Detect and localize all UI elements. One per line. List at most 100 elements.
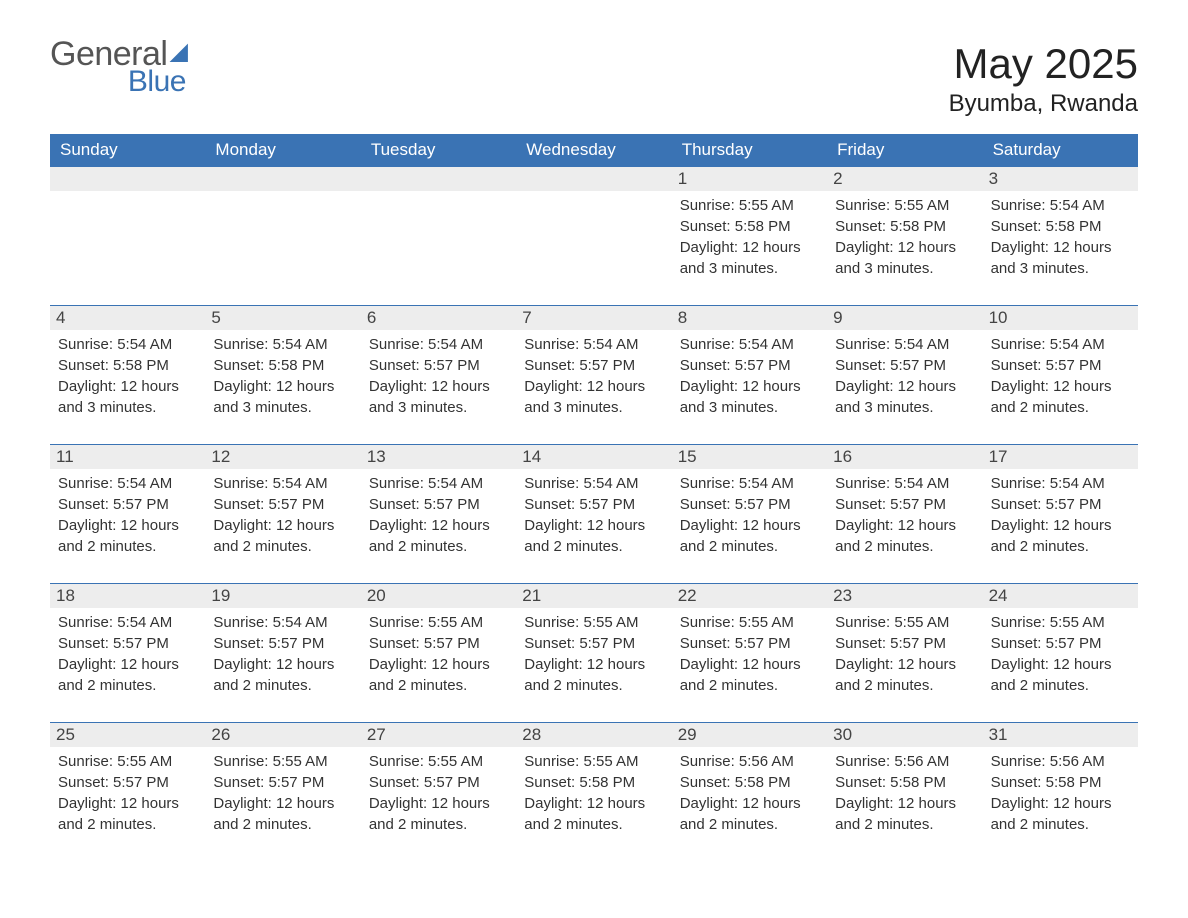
day-cell: 3Sunrise: 5:54 AMSunset: 5:58 PMDaylight… xyxy=(983,166,1138,305)
sunset-line: Sunset: 5:57 PM xyxy=(831,494,978,515)
daylight-line: Daylight: 12 hours and 3 minutes. xyxy=(676,376,823,418)
day-number: 21 xyxy=(516,584,671,608)
daylight-line: Daylight: 12 hours and 2 minutes. xyxy=(676,515,823,557)
day-cell: 6Sunrise: 5:54 AMSunset: 5:57 PMDaylight… xyxy=(361,305,516,444)
daylight-line: Daylight: 12 hours and 2 minutes. xyxy=(365,515,512,557)
day-cell: 7Sunrise: 5:54 AMSunset: 5:57 PMDaylight… xyxy=(516,305,671,444)
day-cell: 5Sunrise: 5:54 AMSunset: 5:58 PMDaylight… xyxy=(205,305,360,444)
sunset-line: Sunset: 5:57 PM xyxy=(520,355,667,376)
sunrise-line: Sunrise: 5:54 AM xyxy=(676,334,823,355)
sunrise-line: Sunrise: 5:54 AM xyxy=(520,473,667,494)
sunset-line: Sunset: 5:57 PM xyxy=(987,494,1134,515)
day-cell: 9Sunrise: 5:54 AMSunset: 5:57 PMDaylight… xyxy=(827,305,982,444)
empty-cell xyxy=(361,166,516,305)
daylight-line: Daylight: 12 hours and 3 minutes. xyxy=(987,237,1134,279)
sunrise-line: Sunrise: 5:54 AM xyxy=(987,334,1134,355)
day-cell: 4Sunrise: 5:54 AMSunset: 5:58 PMDaylight… xyxy=(50,305,205,444)
sunrise-line: Sunrise: 5:54 AM xyxy=(987,473,1134,494)
daylight-line: Daylight: 12 hours and 2 minutes. xyxy=(365,654,512,696)
day-cell: 18Sunrise: 5:54 AMSunset: 5:57 PMDayligh… xyxy=(50,583,205,722)
sunrise-line: Sunrise: 5:54 AM xyxy=(209,473,356,494)
empty-cell xyxy=(205,166,360,305)
daylight-line: Daylight: 12 hours and 3 minutes. xyxy=(520,376,667,418)
sunset-line: Sunset: 5:57 PM xyxy=(54,772,201,793)
sunrise-line: Sunrise: 5:55 AM xyxy=(54,751,201,772)
sunset-line: Sunset: 5:58 PM xyxy=(987,216,1134,237)
sunset-line: Sunset: 5:57 PM xyxy=(365,633,512,654)
daylight-line: Daylight: 12 hours and 3 minutes. xyxy=(831,376,978,418)
daylight-line: Daylight: 12 hours and 2 minutes. xyxy=(831,793,978,835)
sunrise-line: Sunrise: 5:54 AM xyxy=(676,473,823,494)
day-number: 2 xyxy=(827,167,982,191)
day-number: 17 xyxy=(983,445,1138,469)
daylight-line: Daylight: 12 hours and 3 minutes. xyxy=(209,376,356,418)
daynum-bar-empty xyxy=(50,167,205,191)
sunset-line: Sunset: 5:58 PM xyxy=(831,772,978,793)
location: Byumba, Rwanda xyxy=(949,90,1138,118)
day-number: 27 xyxy=(361,723,516,747)
triangle-icon: ◢ xyxy=(169,38,187,65)
day-number: 29 xyxy=(672,723,827,747)
sunset-line: Sunset: 5:58 PM xyxy=(676,216,823,237)
sunset-line: Sunset: 5:57 PM xyxy=(365,772,512,793)
sunrise-line: Sunrise: 5:55 AM xyxy=(520,612,667,633)
sunrise-line: Sunrise: 5:56 AM xyxy=(831,751,978,772)
day-number: 14 xyxy=(516,445,671,469)
daylight-line: Daylight: 12 hours and 2 minutes. xyxy=(676,654,823,696)
logo: General◢ Blue xyxy=(50,40,188,94)
daylight-line: Daylight: 12 hours and 2 minutes. xyxy=(209,515,356,557)
daynum-bar-empty xyxy=(516,167,671,191)
day-cell: 29Sunrise: 5:56 AMSunset: 5:58 PMDayligh… xyxy=(672,722,827,861)
day-number: 31 xyxy=(983,723,1138,747)
day-cell: 31Sunrise: 5:56 AMSunset: 5:58 PMDayligh… xyxy=(983,722,1138,861)
daylight-line: Daylight: 12 hours and 3 minutes. xyxy=(365,376,512,418)
day-number: 6 xyxy=(361,306,516,330)
day-cell: 2Sunrise: 5:55 AMSunset: 5:58 PMDaylight… xyxy=(827,166,982,305)
day-cell: 10Sunrise: 5:54 AMSunset: 5:57 PMDayligh… xyxy=(983,305,1138,444)
sunrise-line: Sunrise: 5:54 AM xyxy=(365,334,512,355)
daylight-line: Daylight: 12 hours and 2 minutes. xyxy=(520,654,667,696)
sunset-line: Sunset: 5:58 PM xyxy=(209,355,356,376)
day-number: 15 xyxy=(672,445,827,469)
dow-header: Tuesday xyxy=(361,134,516,166)
day-number: 9 xyxy=(827,306,982,330)
daylight-line: Daylight: 12 hours and 2 minutes. xyxy=(365,793,512,835)
sunrise-line: Sunrise: 5:55 AM xyxy=(831,195,978,216)
day-cell: 28Sunrise: 5:55 AMSunset: 5:58 PMDayligh… xyxy=(516,722,671,861)
daylight-line: Daylight: 12 hours and 2 minutes. xyxy=(520,793,667,835)
sunrise-line: Sunrise: 5:55 AM xyxy=(365,612,512,633)
sunset-line: Sunset: 5:57 PM xyxy=(54,494,201,515)
day-number: 20 xyxy=(361,584,516,608)
day-number: 13 xyxy=(361,445,516,469)
day-number: 10 xyxy=(983,306,1138,330)
day-cell: 30Sunrise: 5:56 AMSunset: 5:58 PMDayligh… xyxy=(827,722,982,861)
day-number: 28 xyxy=(516,723,671,747)
logo-text: General◢ Blue xyxy=(50,40,188,94)
sunset-line: Sunset: 5:58 PM xyxy=(987,772,1134,793)
sunset-line: Sunset: 5:57 PM xyxy=(520,494,667,515)
day-number: 24 xyxy=(983,584,1138,608)
day-cell: 21Sunrise: 5:55 AMSunset: 5:57 PMDayligh… xyxy=(516,583,671,722)
sunrise-line: Sunrise: 5:56 AM xyxy=(676,751,823,772)
day-cell: 15Sunrise: 5:54 AMSunset: 5:57 PMDayligh… xyxy=(672,444,827,583)
daylight-line: Daylight: 12 hours and 3 minutes. xyxy=(54,376,201,418)
day-cell: 26Sunrise: 5:55 AMSunset: 5:57 PMDayligh… xyxy=(205,722,360,861)
daynum-bar-empty xyxy=(205,167,360,191)
day-number: 18 xyxy=(50,584,205,608)
daylight-line: Daylight: 12 hours and 2 minutes. xyxy=(987,793,1134,835)
sunrise-line: Sunrise: 5:55 AM xyxy=(365,751,512,772)
sunrise-line: Sunrise: 5:54 AM xyxy=(831,473,978,494)
sunrise-line: Sunrise: 5:55 AM xyxy=(987,612,1134,633)
daylight-line: Daylight: 12 hours and 2 minutes. xyxy=(831,654,978,696)
daylight-line: Daylight: 12 hours and 2 minutes. xyxy=(54,515,201,557)
day-number: 3 xyxy=(983,167,1138,191)
day-number: 4 xyxy=(50,306,205,330)
sunset-line: Sunset: 5:57 PM xyxy=(676,355,823,376)
dow-header: Sunday xyxy=(50,134,205,166)
sunrise-line: Sunrise: 5:55 AM xyxy=(209,751,356,772)
day-cell: 19Sunrise: 5:54 AMSunset: 5:57 PMDayligh… xyxy=(205,583,360,722)
day-cell: 16Sunrise: 5:54 AMSunset: 5:57 PMDayligh… xyxy=(827,444,982,583)
day-number: 19 xyxy=(205,584,360,608)
sunset-line: Sunset: 5:58 PM xyxy=(831,216,978,237)
daynum-bar-empty xyxy=(361,167,516,191)
